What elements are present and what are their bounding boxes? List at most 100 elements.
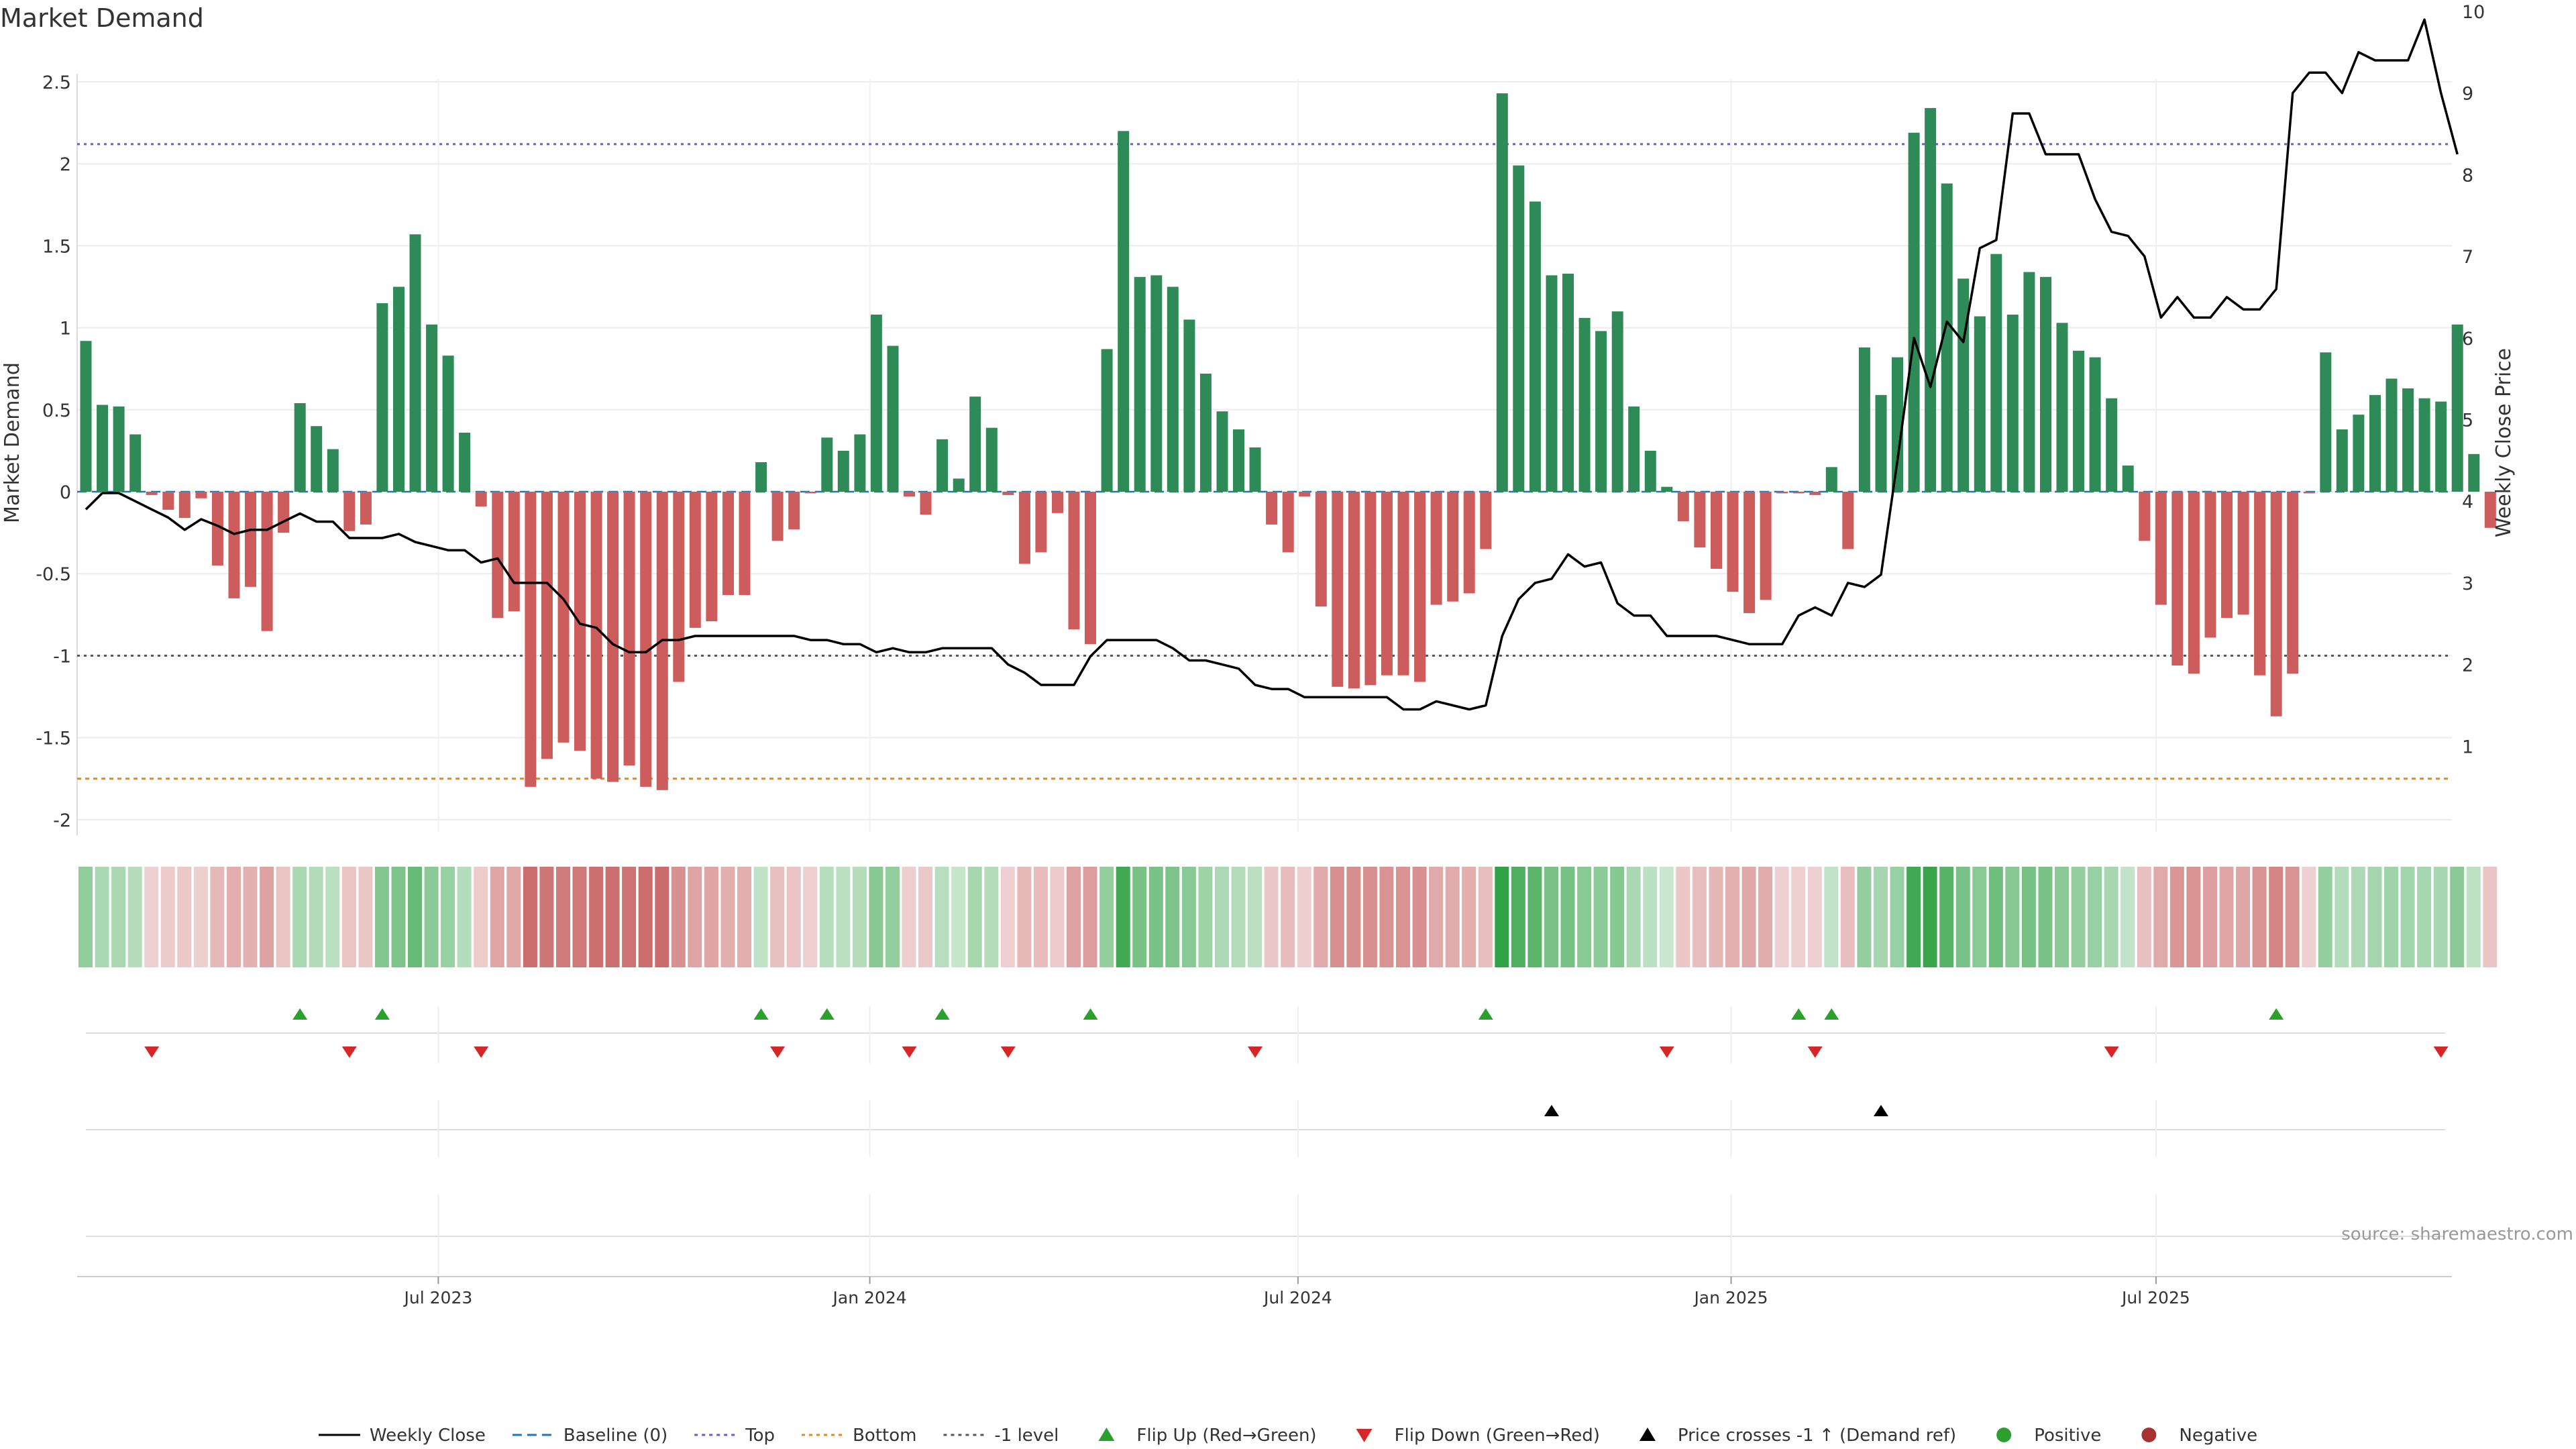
heatmap-cell bbox=[2302, 867, 2316, 967]
heatmap-cell bbox=[1988, 867, 2003, 967]
heatmap-cell bbox=[688, 867, 702, 967]
demand-bar bbox=[1315, 492, 1327, 607]
heatmap-cell bbox=[1297, 867, 1311, 967]
demand-bar bbox=[1661, 486, 1673, 492]
demand-bar bbox=[2073, 350, 2085, 492]
demand-bar bbox=[1925, 108, 1937, 492]
legend-label: Price crosses -1 ↑ (Demand ref) bbox=[1678, 1426, 1956, 1446]
heatmap-cell bbox=[193, 867, 208, 967]
source-note: source: sharemaestro.com bbox=[2341, 1224, 2573, 1244]
demand-bar bbox=[557, 492, 570, 743]
flip-up-marker bbox=[1824, 1008, 1839, 1020]
demand-bar bbox=[2237, 492, 2249, 615]
demand-bar bbox=[1085, 492, 1096, 645]
demand-bar bbox=[1397, 492, 1409, 676]
heatmap-cell bbox=[819, 867, 834, 967]
y2-tick-label: 2 bbox=[2462, 655, 2473, 676]
demand-bar bbox=[2303, 492, 2315, 494]
heatmap-cell bbox=[506, 867, 521, 967]
demand-bar bbox=[1480, 492, 1492, 549]
demand-bar bbox=[2040, 276, 2051, 492]
heatmap-cell bbox=[737, 867, 751, 967]
demand-bar bbox=[2155, 492, 2167, 605]
heatmap-cell bbox=[2433, 867, 2448, 967]
heatmap-cell bbox=[2055, 867, 2069, 967]
demand-bar bbox=[1381, 492, 1393, 676]
demand-bar bbox=[1134, 276, 1146, 492]
heatmap-cell bbox=[227, 867, 241, 967]
heatmap-cell bbox=[1955, 867, 1970, 967]
demand-bar bbox=[1792, 492, 1805, 494]
heatmap-cell bbox=[984, 867, 999, 967]
heatmap-cell bbox=[2104, 867, 2118, 967]
heatmap-cell bbox=[408, 867, 422, 967]
weekly-close-line bbox=[85, 18, 2459, 711]
x-tick-label: Jul 2025 bbox=[2121, 1288, 2190, 1307]
flip-up-marker bbox=[934, 1008, 950, 1020]
demand-bar bbox=[623, 492, 635, 766]
demand-bar bbox=[2023, 272, 2035, 492]
demand-bar bbox=[2320, 352, 2332, 492]
demand-bar bbox=[2353, 415, 2365, 492]
heatmap-cell bbox=[523, 867, 537, 967]
demand-bar bbox=[475, 492, 487, 506]
demand-bar bbox=[1513, 165, 1525, 492]
heatmap-cell bbox=[2417, 867, 2432, 967]
heatmap-cell bbox=[1215, 867, 1229, 967]
demand-bar bbox=[920, 492, 932, 515]
demand-bar bbox=[2451, 324, 2463, 492]
demand-bar bbox=[343, 492, 356, 531]
heatmap-cell bbox=[2334, 867, 2349, 967]
heatmap-cell bbox=[1198, 867, 1213, 967]
flip-down-marker bbox=[902, 1046, 917, 1058]
y-tick-label: 0.5 bbox=[42, 400, 71, 421]
heatmap-cell bbox=[1330, 867, 1344, 967]
y-tick-label: 2 bbox=[60, 154, 71, 175]
demand-bar bbox=[360, 492, 372, 525]
x-tick-label: Jan 2025 bbox=[1693, 1288, 1768, 1307]
flip-markers-panel bbox=[86, 1006, 2449, 1063]
demand-bar bbox=[2139, 492, 2151, 541]
heatmap-cell bbox=[655, 867, 669, 967]
demand-bar bbox=[788, 492, 800, 530]
price-cross-marker bbox=[1544, 1105, 1559, 1116]
demand-bar bbox=[1529, 201, 1541, 492]
demand-bar bbox=[1908, 132, 1920, 492]
demand-bar bbox=[2221, 492, 2233, 619]
demand-bar bbox=[1496, 93, 1508, 492]
heatmap-cell bbox=[1412, 867, 1427, 967]
heatmap-cell bbox=[770, 867, 785, 967]
heatmap-cell bbox=[1511, 867, 1525, 967]
heatmap-cell bbox=[1593, 867, 1608, 967]
x-tick-label: Jan 2024 bbox=[832, 1288, 907, 1307]
heatmap-cell bbox=[95, 867, 109, 967]
demand-bar bbox=[1578, 317, 1591, 492]
demand-bar bbox=[1266, 492, 1278, 525]
legend-label: Baseline (0) bbox=[564, 1426, 667, 1446]
demand-bar bbox=[706, 492, 718, 622]
heatmap-cell bbox=[869, 867, 883, 967]
demand-bar bbox=[1282, 492, 1294, 553]
x-axis-ticks: Jul 2023 Jan 2024 Jul 2024 Jan 2025 Jul 2025 bbox=[403, 1277, 2190, 1307]
heatmap-cell bbox=[2318, 867, 2332, 967]
legend-label: Weekly Close bbox=[370, 1426, 486, 1446]
demand-bar bbox=[2385, 378, 2398, 492]
heatmap-cell bbox=[539, 867, 554, 967]
demand-bar bbox=[1941, 183, 1953, 492]
demand-bar bbox=[393, 286, 405, 492]
y-tick-label: 1 bbox=[60, 319, 71, 339]
demand-bar bbox=[1760, 492, 1772, 600]
heatmap-cell bbox=[1248, 867, 1262, 967]
demand-bar bbox=[1430, 492, 1442, 605]
demand-bar bbox=[2089, 357, 2101, 492]
heatmap-cell bbox=[836, 867, 851, 967]
demand-bar bbox=[1611, 311, 1623, 492]
heatmap-cell bbox=[391, 867, 406, 967]
demand-bar bbox=[1118, 131, 1130, 492]
demand-bar bbox=[2122, 465, 2134, 492]
demand-bar bbox=[261, 492, 273, 631]
demand-bar bbox=[1957, 278, 1970, 492]
y2-tick-label: 8 bbox=[2462, 165, 2473, 186]
heatmap-cell bbox=[2384, 867, 2398, 967]
